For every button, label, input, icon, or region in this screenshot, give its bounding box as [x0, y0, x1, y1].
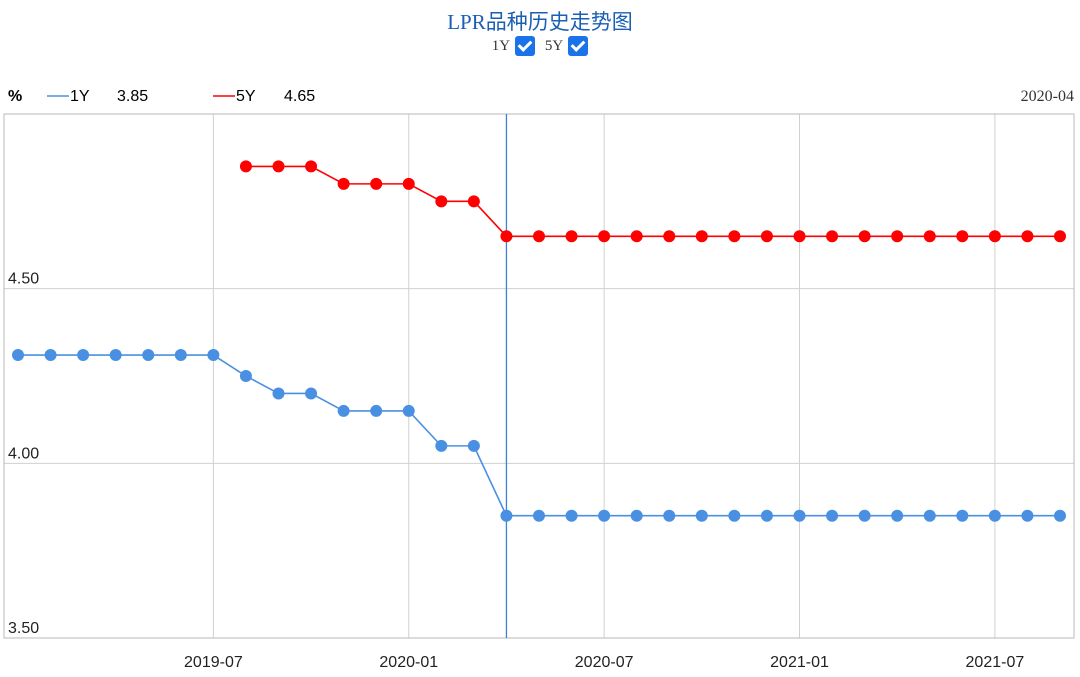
data-point-1y — [533, 509, 545, 522]
data-point-5y — [565, 230, 578, 243]
data-point-5y — [239, 160, 252, 173]
data-point-5y — [533, 230, 545, 243]
data-point-5y — [305, 160, 318, 173]
toggle-1y-label: 1Y — [491, 37, 511, 54]
cursor-date-label: 2020-04 — [1021, 88, 1074, 105]
data-point-5y — [728, 230, 741, 243]
data-point-1y — [77, 349, 90, 362]
data-point-5y — [695, 230, 708, 243]
x-tick-label: 2019-07 — [184, 654, 243, 671]
series-layer — [12, 160, 1066, 522]
data-point-5y — [402, 177, 415, 190]
data-point-1y — [109, 349, 122, 362]
data-point-5y — [337, 177, 350, 190]
data-point-5y — [663, 230, 676, 243]
data-point-5y — [435, 195, 448, 208]
data-point-5y — [826, 230, 839, 243]
data-point-1y — [1021, 509, 1034, 522]
toggle-5y-checkbox[interactable] — [568, 36, 589, 56]
data-point-1y — [174, 349, 187, 362]
data-point-1y — [1054, 509, 1066, 522]
legend-1y-name: 1Y — [70, 88, 90, 105]
data-point-5y — [923, 230, 936, 243]
x-tick-label: 2020-01 — [379, 654, 438, 671]
legend-1y-value: 3.85 — [117, 88, 148, 105]
data-point-5y — [760, 230, 773, 243]
data-point-1y — [858, 509, 871, 522]
chart-title: LPR品种历史走势图 — [447, 10, 633, 34]
toggle-5y[interactable]: 5Y — [544, 36, 589, 56]
data-point-1y — [630, 509, 643, 522]
data-point-5y — [793, 230, 806, 243]
data-point-1y — [142, 349, 155, 362]
data-point-1y — [663, 509, 676, 522]
data-point-1y — [565, 509, 578, 522]
x-axis-labels: 2019-07 2020-01 2020-07 2021-01 2021-07 — [184, 654, 1024, 671]
data-point-1y — [337, 404, 350, 417]
data-point-1y — [272, 387, 285, 400]
toggle-1y-checkbox[interactable] — [515, 36, 536, 56]
data-point-1y — [467, 439, 480, 452]
data-point-5y — [500, 230, 513, 243]
y-tick-label: 3.50 — [8, 620, 39, 637]
data-point-5y — [272, 160, 285, 173]
data-point-1y — [695, 509, 708, 522]
data-point-1y — [793, 509, 806, 522]
data-point-5y — [370, 177, 383, 190]
data-point-1y — [305, 387, 318, 400]
data-point-5y — [630, 230, 643, 243]
data-point-1y — [760, 509, 773, 522]
data-point-1y — [826, 509, 839, 522]
data-point-1y — [891, 509, 904, 522]
data-point-1y — [239, 370, 252, 382]
legend-5y-value: 4.65 — [284, 88, 315, 105]
data-point-1y — [44, 349, 57, 362]
data-point-1y — [500, 509, 513, 522]
data-point-5y — [1021, 230, 1034, 243]
data-point-1y — [370, 404, 383, 417]
data-point-1y — [988, 509, 1001, 522]
x-tick-label: 2021-01 — [770, 654, 829, 671]
data-point-1y — [207, 349, 220, 362]
series-line-1y — [18, 354, 1060, 517]
x-tick-label: 2021-07 — [966, 654, 1025, 671]
data-point-1y — [923, 509, 936, 522]
data-point-1y — [728, 509, 741, 522]
data-point-5y — [467, 195, 480, 208]
data-point-5y — [891, 230, 904, 243]
data-point-5y — [956, 230, 969, 243]
data-point-5y — [988, 230, 1001, 243]
series-toggles: 1Y 5Y — [0, 36, 1080, 56]
grid-lines — [4, 114, 1074, 638]
data-point-1y — [956, 509, 969, 522]
data-point-5y — [1054, 230, 1066, 243]
data-point-1y — [435, 439, 448, 452]
x-tick-label: 2020-07 — [575, 654, 634, 671]
data-point-5y — [598, 230, 611, 243]
y-tick-label: 4.50 — [8, 271, 39, 288]
data-point-1y — [12, 349, 24, 362]
series-line-5y — [245, 165, 1060, 238]
data-point-5y — [858, 230, 871, 243]
y-axis-labels: 4.50 4.00 3.50 — [8, 271, 39, 637]
toggle-5y-label: 5Y — [544, 37, 564, 54]
plot-frame — [3, 113, 1075, 639]
data-point-1y — [402, 404, 415, 417]
data-point-1y — [598, 509, 611, 522]
unit-label: % — [8, 88, 22, 105]
legend-5y-name: 5Y — [236, 88, 256, 105]
toggle-1y[interactable]: 1Y — [491, 36, 536, 56]
y-tick-label: 4.00 — [8, 445, 39, 462]
